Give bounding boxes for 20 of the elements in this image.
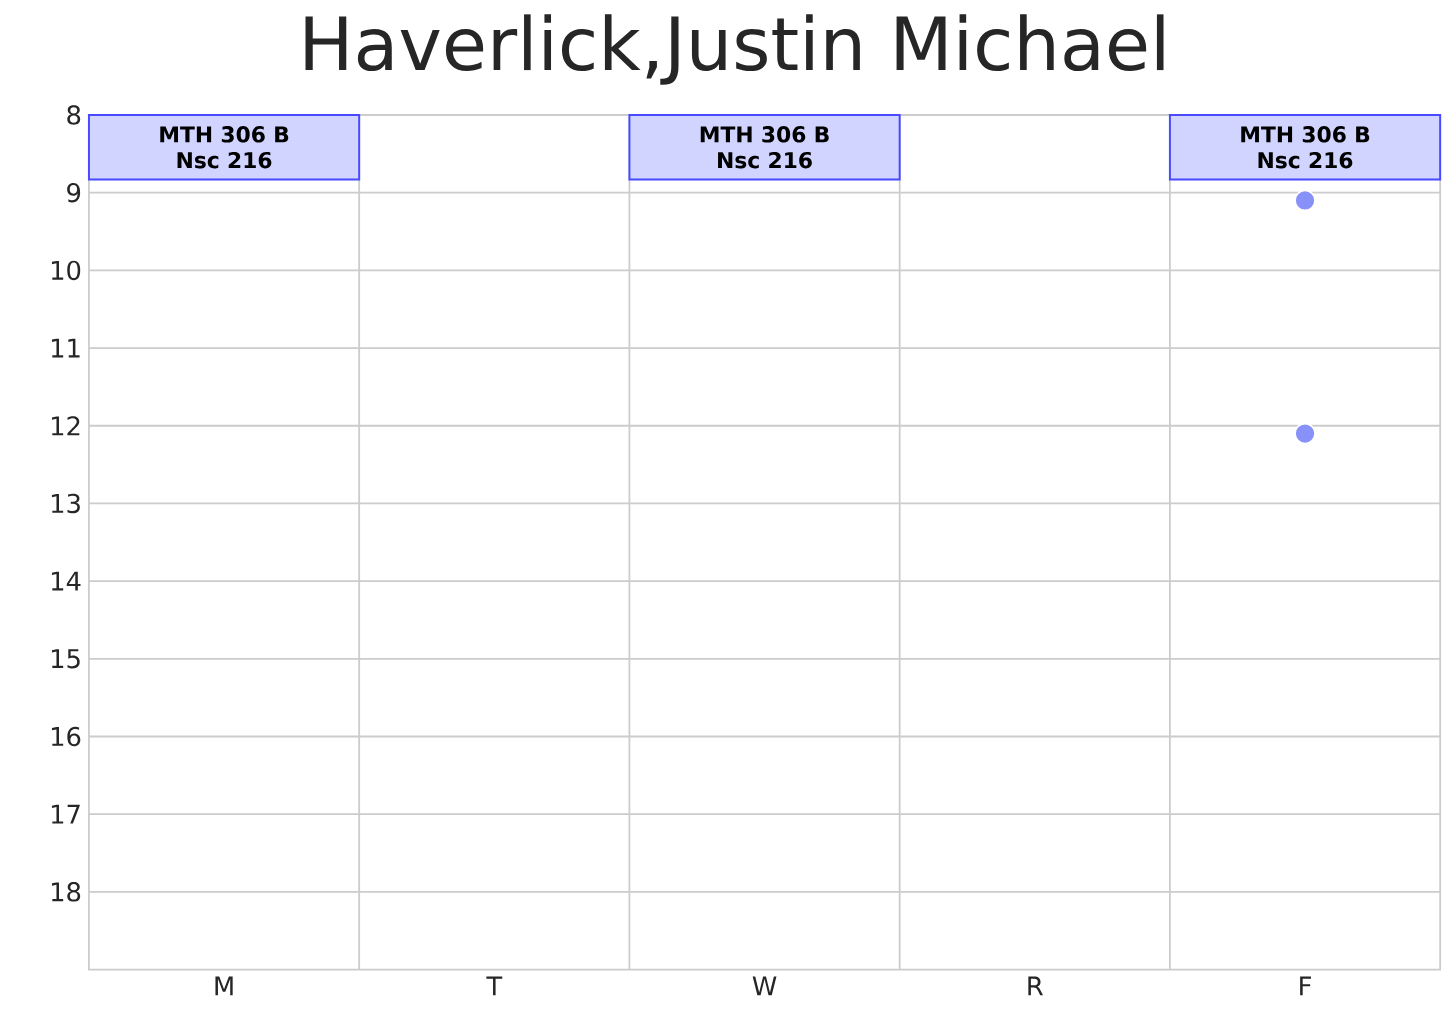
y-tick-label: 9 <box>67 182 81 203</box>
chart-title: Haverlick,Justin Michael <box>305 14 1164 85</box>
y-tick-label: 16 <box>51 726 81 747</box>
data-label: MTH 306 B Nsc 216 <box>1241 126 1370 169</box>
y-tick-label: 11 <box>51 338 80 358</box>
y-tick-label: 13 <box>51 493 80 514</box>
y-tick-label: 10 <box>51 260 81 281</box>
y-tick-label: 12 <box>51 416 80 436</box>
x-tick-label: T <box>486 976 503 996</box>
x-tick-label: M <box>215 976 233 996</box>
x-tick-label: W <box>752 976 777 996</box>
x-tick-label: F <box>1300 976 1311 996</box>
x-tick-label: R <box>1028 976 1043 996</box>
y-tick-label: 17 <box>51 804 80 824</box>
y-tick-label: 15 <box>51 649 80 669</box>
y-tick-label: 18 <box>51 882 81 902</box>
y-tick-label: 14 <box>51 571 81 591</box>
data-label: MTH 306 B Nsc 216 <box>160 126 289 169</box>
data-label: MTH 306 B Nsc 216 <box>700 126 829 169</box>
y-tick-label: 8 <box>67 105 81 125</box>
